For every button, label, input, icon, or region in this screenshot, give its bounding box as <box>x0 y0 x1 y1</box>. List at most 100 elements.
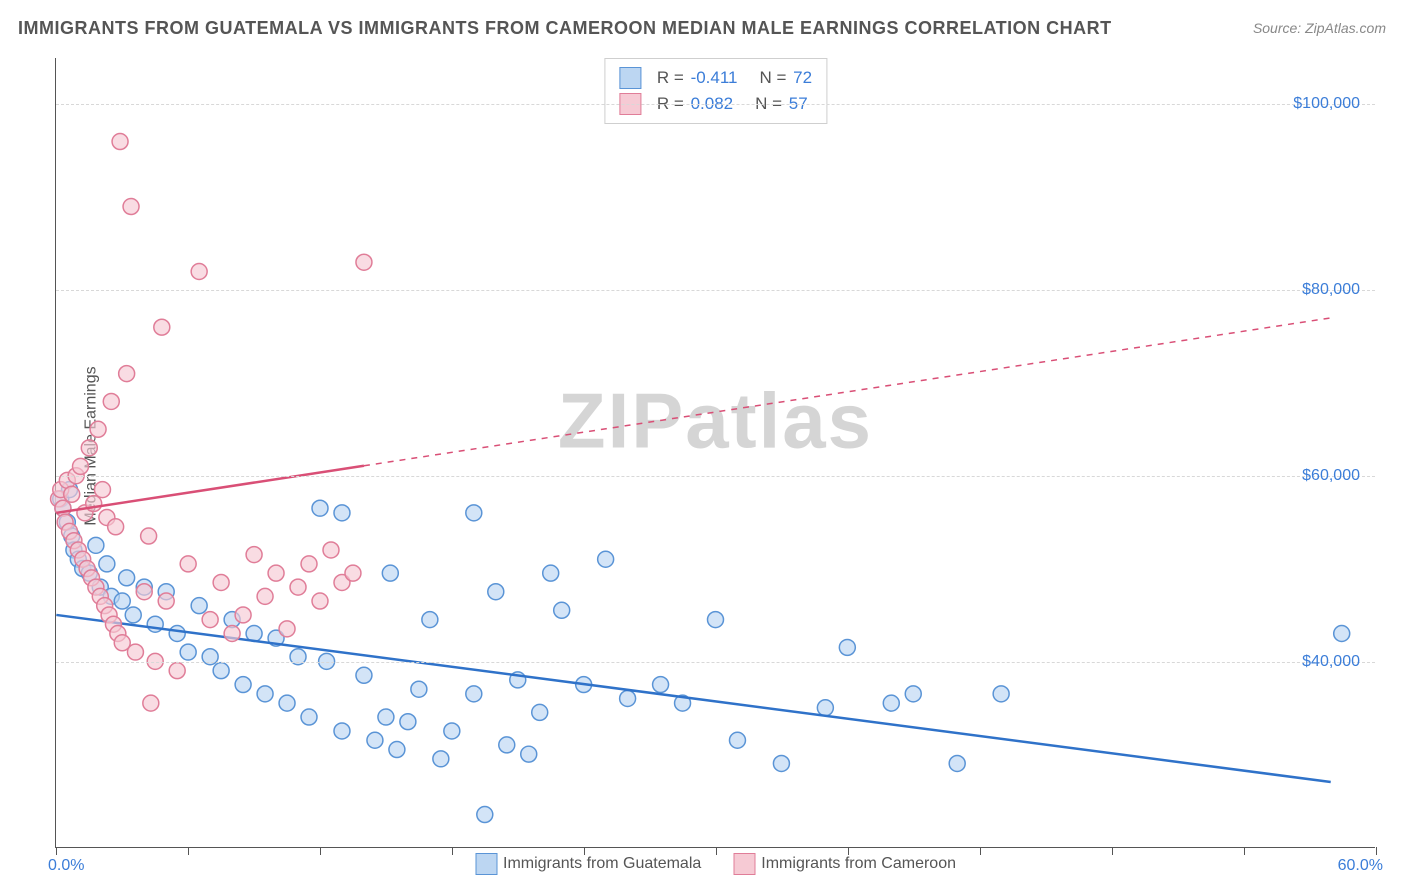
plot-area: ZIPatlas R = -0.411N = 72R = 0.082N = 57… <box>55 58 1375 848</box>
data-point <box>290 579 306 595</box>
legend-swatch <box>619 67 641 89</box>
data-point <box>114 593 130 609</box>
data-point <box>378 709 394 725</box>
data-point <box>213 574 229 590</box>
gridline <box>56 476 1375 477</box>
x-tick <box>584 847 585 855</box>
chart-title: IMMIGRANTS FROM GUATEMALA VS IMMIGRANTS … <box>18 18 1112 39</box>
data-point <box>466 505 482 521</box>
data-point <box>334 723 350 739</box>
data-point <box>466 686 482 702</box>
data-point <box>169 626 185 642</box>
y-tick-label: $60,000 <box>1302 467 1360 485</box>
data-point <box>334 505 350 521</box>
data-point <box>521 746 537 762</box>
data-point <box>543 565 559 581</box>
data-point <box>125 607 141 623</box>
data-point <box>94 482 110 498</box>
data-point <box>88 537 104 553</box>
data-point <box>488 584 504 600</box>
legend-label: Immigrants from Cameroon <box>761 855 956 872</box>
data-point <box>323 542 339 558</box>
data-point <box>169 663 185 679</box>
legend-swatch <box>733 853 755 875</box>
data-point <box>345 565 361 581</box>
data-point <box>367 732 383 748</box>
trend-line <box>56 615 1330 782</box>
data-point <box>598 551 614 567</box>
data-point <box>389 742 405 758</box>
data-point <box>444 723 460 739</box>
r-label: R = -0.411 <box>657 68 738 88</box>
trend-line-extrapolated <box>364 318 1331 466</box>
x-tick <box>980 847 981 855</box>
correlation-legend: R = -0.411N = 72R = 0.082N = 57 <box>604 58 827 124</box>
data-point <box>817 700 833 716</box>
x-tick <box>848 847 849 855</box>
gridline <box>56 290 1375 291</box>
data-point <box>123 199 139 215</box>
data-point <box>708 612 724 628</box>
data-point <box>191 264 207 280</box>
x-tick <box>1112 847 1113 855</box>
legend-swatch <box>475 853 497 875</box>
data-point <box>191 598 207 614</box>
gridline <box>56 104 1375 105</box>
legend-stat-row: R = -0.411 N = 72 <box>619 65 812 91</box>
data-point <box>554 602 570 618</box>
data-point <box>90 421 106 437</box>
data-point <box>141 528 157 544</box>
data-point <box>112 134 128 150</box>
data-point <box>839 639 855 655</box>
x-axis-end-label: 60.0% <box>1338 857 1383 875</box>
chart-svg <box>56 58 1375 847</box>
y-tick-label: $100,000 <box>1293 95 1360 113</box>
data-point <box>73 458 89 474</box>
source-attribution: Source: ZipAtlas.com <box>1253 20 1386 36</box>
data-point <box>257 686 273 702</box>
data-point <box>279 621 295 637</box>
data-point <box>773 755 789 771</box>
data-point <box>532 704 548 720</box>
data-point <box>257 588 273 604</box>
data-point <box>312 593 328 609</box>
data-point <box>620 690 636 706</box>
data-point <box>356 667 372 683</box>
data-point <box>180 644 196 660</box>
data-point <box>499 737 515 753</box>
data-point <box>103 393 119 409</box>
series-legend: Immigrants from Guatemala Immigrants from… <box>475 853 956 875</box>
data-point <box>653 677 669 693</box>
data-point <box>301 556 317 572</box>
data-point <box>119 570 135 586</box>
data-point <box>356 254 372 270</box>
x-tick <box>452 847 453 855</box>
data-point <box>301 709 317 725</box>
n-label: N = 72 <box>760 68 813 88</box>
x-tick <box>188 847 189 855</box>
x-tick <box>1244 847 1245 855</box>
data-point <box>268 565 284 581</box>
data-point <box>136 584 152 600</box>
data-point <box>235 677 251 693</box>
y-tick-label: $40,000 <box>1302 653 1360 671</box>
y-tick-label: $80,000 <box>1302 281 1360 299</box>
data-point <box>312 500 328 516</box>
x-tick <box>56 847 57 855</box>
data-point <box>119 366 135 382</box>
legend-item: Immigrants from Guatemala <box>475 853 701 875</box>
data-point <box>1334 626 1350 642</box>
x-tick <box>320 847 321 855</box>
data-point <box>213 663 229 679</box>
data-point <box>729 732 745 748</box>
data-point <box>154 319 170 335</box>
data-point <box>64 486 80 502</box>
data-point <box>279 695 295 711</box>
legend-item: Immigrants from Cameroon <box>733 853 956 875</box>
data-point <box>81 440 97 456</box>
data-point <box>246 547 262 563</box>
data-point <box>400 714 416 730</box>
data-point <box>108 519 124 535</box>
data-point <box>422 612 438 628</box>
data-point <box>235 607 251 623</box>
